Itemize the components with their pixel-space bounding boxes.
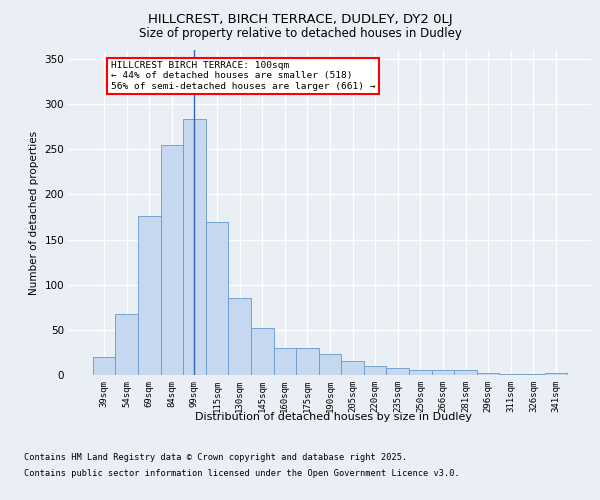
Bar	[431, 370, 454, 375]
Bar	[183, 118, 206, 375]
Bar	[138, 216, 161, 375]
Text: Contains public sector information licensed under the Open Government Licence v3: Contains public sector information licen…	[24, 468, 460, 477]
Bar	[522, 374, 545, 375]
Bar	[341, 362, 364, 375]
Y-axis label: Number of detached properties: Number of detached properties	[29, 130, 39, 294]
Bar	[93, 357, 115, 375]
Text: Size of property relative to detached houses in Dudley: Size of property relative to detached ho…	[139, 28, 461, 40]
Text: HILLCREST, BIRCH TERRACE, DUDLEY, DY2 0LJ: HILLCREST, BIRCH TERRACE, DUDLEY, DY2 0L…	[148, 12, 452, 26]
Text: HILLCREST BIRCH TERRACE: 100sqm
← 44% of detached houses are smaller (518)
56% o: HILLCREST BIRCH TERRACE: 100sqm ← 44% of…	[111, 61, 376, 90]
Bar	[386, 368, 409, 375]
Bar	[545, 373, 567, 375]
Bar	[161, 145, 183, 375]
Bar	[251, 328, 274, 375]
Bar	[364, 366, 386, 375]
Bar	[454, 370, 477, 375]
Text: Distribution of detached houses by size in Dudley: Distribution of detached houses by size …	[194, 412, 472, 422]
Bar	[206, 222, 229, 375]
Bar	[115, 314, 138, 375]
Bar	[499, 374, 522, 375]
Bar	[229, 298, 251, 375]
Bar	[296, 348, 319, 375]
Bar	[409, 370, 431, 375]
Bar	[274, 348, 296, 375]
Bar	[319, 354, 341, 375]
Bar	[477, 373, 499, 375]
Text: Contains HM Land Registry data © Crown copyright and database right 2025.: Contains HM Land Registry data © Crown c…	[24, 454, 407, 462]
